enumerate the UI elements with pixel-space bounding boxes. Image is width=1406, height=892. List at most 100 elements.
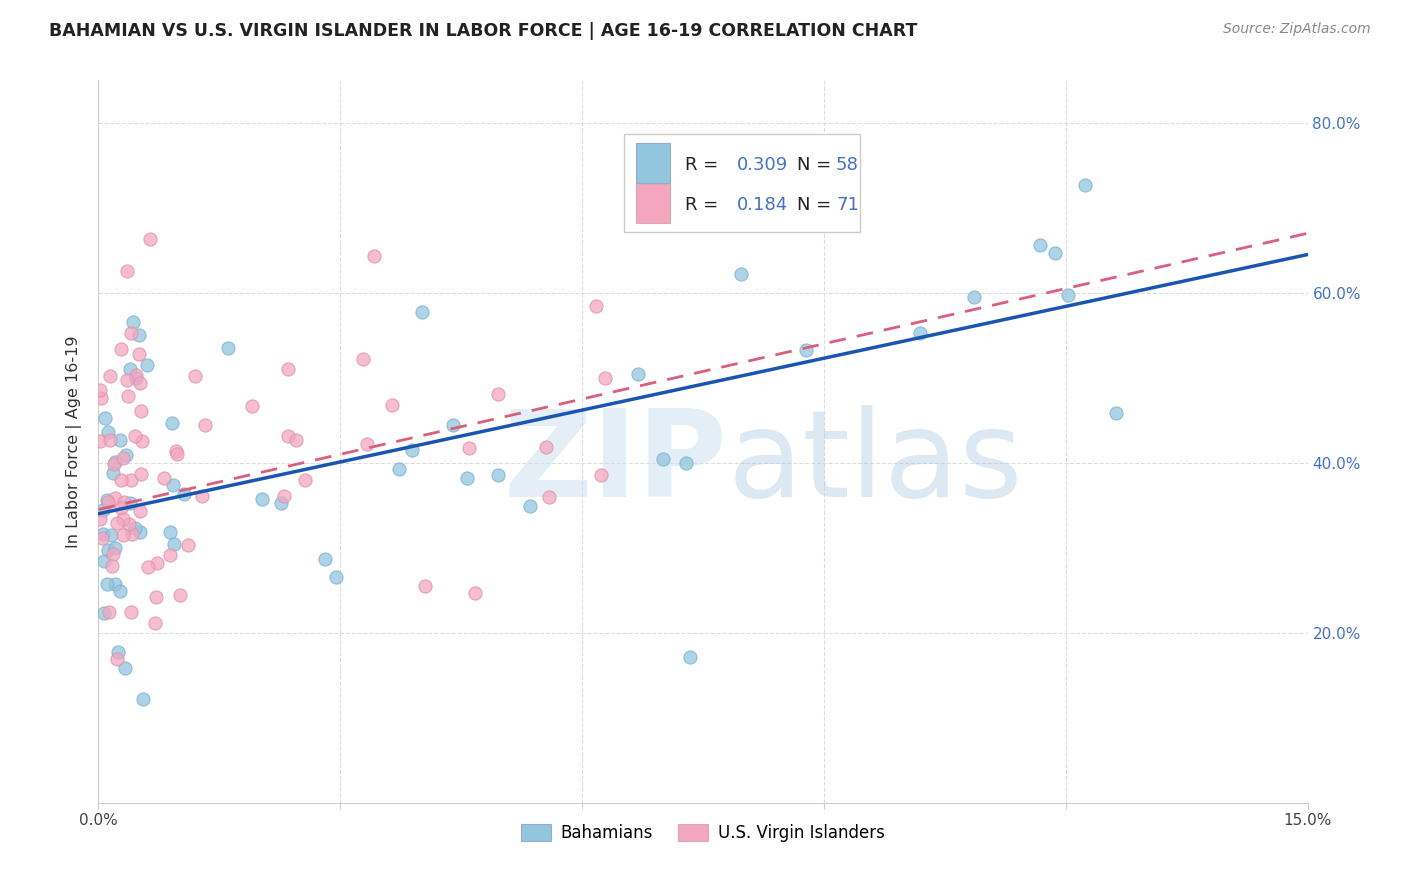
Text: 0.309: 0.309 bbox=[737, 156, 789, 174]
Point bbox=[125, 371, 148, 385]
Text: BAHAMIAN VS U.S. VIRGIN ISLANDER IN LABOR FORCE | AGE 16-19 CORRELATION CHART: BAHAMIAN VS U.S. VIRGIN ISLANDER IN LABO… bbox=[49, 22, 918, 40]
Point bbox=[270, 496, 292, 510]
Point bbox=[129, 376, 152, 390]
Point bbox=[131, 434, 153, 448]
Point bbox=[162, 478, 184, 492]
Point bbox=[284, 433, 307, 447]
Point bbox=[89, 511, 111, 525]
Point bbox=[105, 516, 128, 531]
Point bbox=[381, 398, 404, 412]
Point bbox=[191, 489, 214, 503]
Point bbox=[110, 501, 132, 516]
Point bbox=[120, 473, 142, 487]
Point bbox=[104, 491, 127, 506]
Point bbox=[103, 466, 125, 480]
Point bbox=[93, 554, 115, 568]
Point bbox=[110, 473, 132, 487]
Point bbox=[585, 299, 607, 313]
Point bbox=[352, 351, 374, 366]
Point bbox=[401, 442, 423, 457]
Point bbox=[411, 305, 433, 319]
Point bbox=[121, 315, 143, 329]
Text: 58: 58 bbox=[837, 156, 859, 174]
Point bbox=[363, 250, 385, 264]
Text: atlas: atlas bbox=[727, 405, 1022, 522]
Point bbox=[98, 606, 121, 620]
Point bbox=[173, 487, 195, 501]
Point bbox=[132, 691, 155, 706]
Point bbox=[519, 499, 541, 513]
Point bbox=[456, 471, 478, 485]
Point bbox=[166, 447, 188, 461]
Point bbox=[160, 416, 183, 430]
Point bbox=[184, 369, 207, 384]
Point bbox=[110, 342, 132, 356]
Point bbox=[325, 570, 347, 584]
Point bbox=[91, 531, 114, 545]
Point bbox=[111, 528, 134, 542]
Point bbox=[121, 527, 143, 541]
Point bbox=[100, 528, 122, 542]
Point bbox=[388, 461, 411, 475]
Point bbox=[89, 434, 111, 449]
Point bbox=[117, 264, 139, 278]
Point bbox=[145, 591, 167, 605]
Point bbox=[441, 418, 464, 433]
Point bbox=[129, 404, 152, 418]
Point bbox=[678, 649, 700, 664]
Point bbox=[146, 556, 169, 570]
Point bbox=[169, 588, 191, 602]
Point bbox=[118, 516, 141, 531]
Point bbox=[908, 326, 931, 340]
Point bbox=[103, 457, 125, 471]
Point bbox=[277, 362, 299, 376]
Point bbox=[124, 521, 146, 535]
Point bbox=[534, 440, 557, 454]
Point bbox=[730, 268, 752, 282]
Point bbox=[89, 383, 111, 397]
Point bbox=[120, 362, 142, 376]
Point bbox=[250, 492, 273, 507]
Point bbox=[159, 524, 181, 539]
Text: 71: 71 bbox=[837, 195, 859, 213]
Point bbox=[101, 547, 124, 561]
Text: N =: N = bbox=[797, 195, 838, 213]
Point bbox=[112, 450, 135, 465]
Point bbox=[589, 468, 612, 483]
Point bbox=[1043, 246, 1066, 260]
Point bbox=[794, 343, 817, 357]
Point bbox=[595, 370, 617, 384]
FancyBboxPatch shape bbox=[624, 135, 860, 232]
Point bbox=[415, 579, 437, 593]
Point bbox=[145, 615, 167, 630]
Bar bbox=[637, 143, 671, 183]
Bar bbox=[637, 184, 671, 223]
Point bbox=[118, 496, 141, 510]
Point bbox=[128, 328, 150, 343]
Point bbox=[963, 290, 986, 304]
Point bbox=[125, 368, 148, 383]
Point bbox=[104, 455, 127, 469]
Point bbox=[486, 468, 509, 483]
Point bbox=[91, 526, 114, 541]
Point bbox=[91, 503, 114, 517]
Point bbox=[486, 387, 509, 401]
Point bbox=[165, 444, 187, 458]
Point bbox=[124, 428, 146, 442]
Point bbox=[294, 473, 316, 487]
Point bbox=[277, 428, 299, 442]
Point bbox=[136, 358, 159, 372]
Point bbox=[1105, 407, 1128, 421]
Point bbox=[162, 536, 184, 550]
Point bbox=[1029, 238, 1052, 252]
Text: ZIP: ZIP bbox=[503, 405, 727, 522]
Point bbox=[356, 437, 378, 451]
Point bbox=[627, 367, 650, 381]
Point bbox=[128, 347, 150, 361]
Point bbox=[136, 559, 159, 574]
Point bbox=[115, 373, 138, 387]
Point bbox=[111, 512, 134, 526]
Point bbox=[464, 586, 486, 600]
Point bbox=[217, 341, 239, 355]
Point bbox=[93, 606, 115, 620]
